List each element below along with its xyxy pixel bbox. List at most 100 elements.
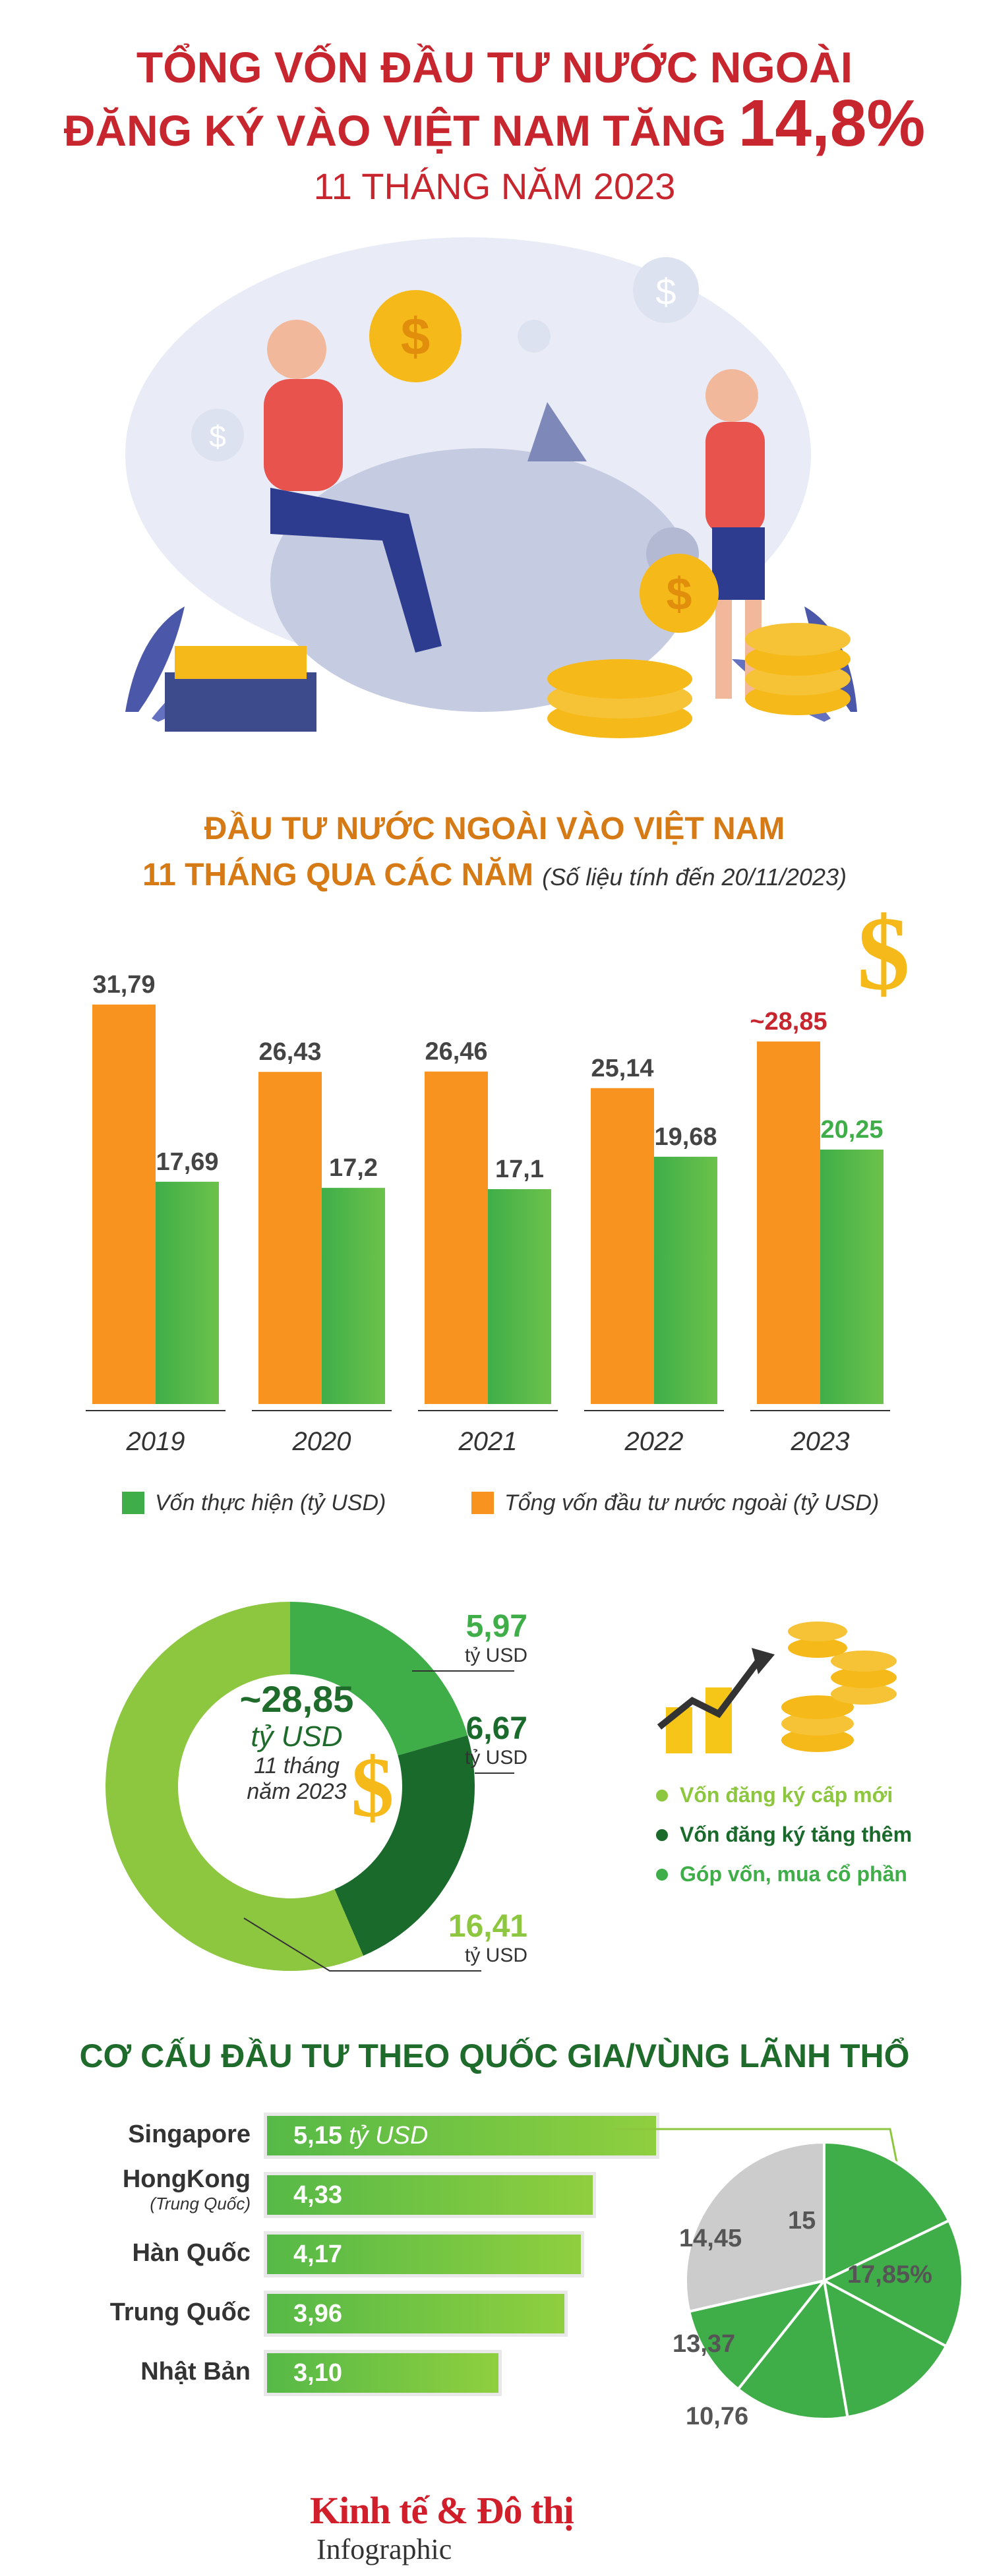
donut-label-3-value: 5,97 [465,1609,527,1644]
x-tick-2023: 2023 [791,1427,850,1456]
country-name-text: Nhật Bản [140,2358,251,2386]
dollar-sign-icon: $ [857,903,910,1012]
donut-legend-dot-3 [656,1868,668,1881]
dollar-bubble-icon: $ $ [191,257,699,461]
donut-label-3-unit: tỷ USD [464,1645,527,1666]
title-line-3: 11 THÁNG NĂM 2023 [313,165,676,207]
connector-lines [613,2128,898,2162]
man-figure [264,320,442,653]
section3-title: CƠ CẤU ĐẦU TƯ THEO QUỐC GIA/VÙNG LÃNH TH… [79,2037,910,2074]
country-name-note: (Trung Quốc) [150,2194,251,2213]
pie-slice-5 [684,2140,825,2314]
donut-legend-label-1: Vốn đăng ký cấp mới [680,1783,893,1807]
country-pie-chart [684,2140,964,2420]
bar-green-2019 [156,1181,219,1404]
bar-orange-2021 [425,1071,488,1404]
country-name: Trung Quốc [53,2298,251,2327]
pie-slice-2 [822,2278,948,2419]
donut-center-unit: tỷ USD [251,1720,343,1753]
title-line-2: ĐĂNG KÝ VÀO VIỆT NAM TĂNG 14,8% [0,90,989,160]
bar-green-2023 [820,1149,884,1404]
bar-orange-2023 [757,1041,820,1404]
x-tick-2021: 2021 [458,1427,518,1456]
legend-item-green: Vốn thực hiện (tỷ USD) [122,1486,386,1519]
growth-coins-icon [657,1622,897,1753]
country-bar-value: 3,96 [293,2299,342,2327]
donut-slice-0 [105,1602,364,1971]
country-name-text: Singapore [128,2121,251,2148]
donut-label-2-unit: tỷ USD [464,1747,527,1769]
country-name: HongKong (Trung Quốc) [53,2165,251,2214]
country-bar-value: 4,33 [293,2181,342,2209]
svg-text:$: $ [351,1740,394,1826]
country-name: Hàn Quốc [53,2239,251,2268]
bar-green-2022 [654,1156,717,1404]
svg-text:$: $ [401,307,431,366]
donut-label-2-value: 6,67 [465,1711,527,1746]
donut-label-2: 6,67 tỷ USD [422,1711,527,1769]
dollar-sign-icon: $ [351,1740,394,1826]
donut-center-line1: 11 tháng [254,1753,340,1778]
coin-basket-icon [165,646,316,732]
bar-label-orange-2021: 26,46 [425,1038,487,1066]
bar-label-orange-2019: 31,79 [92,971,155,999]
pie-label-15: 15 [788,2207,816,2235]
donut-slice-2 [290,1602,468,1756]
donut-legend-label-3: Góp vốn, mua cổ phần [680,1862,907,1886]
bar-group: 31,79 17,69 2019 26,43 17,2 2020 26,46 17,1 2021… [86,971,890,1456]
legend-label-orange: Tổng vốn đầu tư nước ngoài (tỷ USD) [504,1490,880,1515]
donut-chart [105,1602,514,1972]
pie-slice-1 [821,2219,964,2349]
title-line-1: TỔNG VỐN ĐẦU TƯ NƯỚC NGOÀI [136,43,853,92]
donut-legend-1: Vốn đăng ký cấp mới [656,1783,893,1807]
brand-logo: Kinh tế & Đô thị [310,2489,574,2532]
bar-label-green-2022: 19,68 [654,1123,717,1151]
pie-slice-0 [823,2140,951,2283]
dollar-coin-icon: $ [640,554,719,633]
svg-text:$: $ [857,903,910,1012]
bar-label-green-2020: 17,2 [329,1154,378,1182]
coin-stack-icon [547,623,851,738]
donut-label-1-unit: tỷ USD [464,1945,527,1966]
country-name: Singapore [53,2121,251,2149]
pie-slice-4 [687,2278,828,2391]
donut-label-3: 5,97 tỷ USD [422,1608,527,1667]
country-name-text: Hàn Quốc [132,2239,251,2267]
country-name-text: HongKong [122,2165,251,2193]
bar-orange-2020 [258,1072,322,1404]
section1-title-line1: ĐẦU TƯ NƯỚC NGOÀI VÀO VIỆT NAM [204,811,785,846]
footer-logo: Kinh tế & Đô thị Infographic [310,2488,705,2565]
bar-label-green-2023: 20,25 [820,1116,883,1144]
country-bar-unit: tỷ USD [348,2121,429,2150]
donut-legend-dot-1 [656,1789,668,1801]
donut-label-1: 16,41 tỷ USD [415,1908,527,1967]
bar-label-orange-2022: 25,14 [591,1055,653,1082]
country-bar: 4,33 [264,2172,596,2218]
country-bar-value: 5,15 [293,2121,342,2150]
legend-swatch-orange [471,1492,494,1514]
country-bar-value: 3,10 [293,2358,342,2387]
svg-text:$: $ [655,271,676,312]
title-line-2-text: ĐĂNG KÝ VÀO VIỆT NAM TĂNG [63,106,727,155]
dollar-coin-icon: $ [369,290,462,382]
donut-center: ~28,85 tỷ USD 11 tháng năm 2023 [198,1678,396,1805]
pie-slice-3 [736,2277,849,2420]
country-bar: 3,96 [264,2291,568,2337]
bar-chart: 31,79 17,69 2019 26,43 17,2 2020 26,46 17,1 2021… [86,903,910,1456]
pie-label-10-76: 10,76 [686,2403,749,2430]
section1-title-line2: 11 THÁNG QUA CÁC NĂM (Số liệu tính đến 2… [0,857,989,893]
section1-title-line2-text: 11 THÁNG QUA CÁC NĂM [142,858,533,893]
svg-text:$: $ [209,419,226,454]
country-bar: 4,17 [264,2231,584,2277]
donut-legend-3: Góp vốn, mua cổ phần [656,1862,907,1887]
country-bar: 5,15 tỷ USD [264,2113,659,2159]
country-bar: 3,10 [264,2350,502,2396]
svg-text:$: $ [667,568,692,620]
bar-green-2021 [488,1189,551,1404]
brand-logo-sub: Infographic [316,2533,452,2565]
country-name-text: Trung Quốc [109,2298,251,2326]
bar-orange-2019 [92,1005,156,1404]
donut-center-line2: năm 2023 [247,1779,347,1804]
legend-swatch-green [122,1492,144,1514]
bar-label-orange-2023: ~28,85 [750,1008,827,1036]
